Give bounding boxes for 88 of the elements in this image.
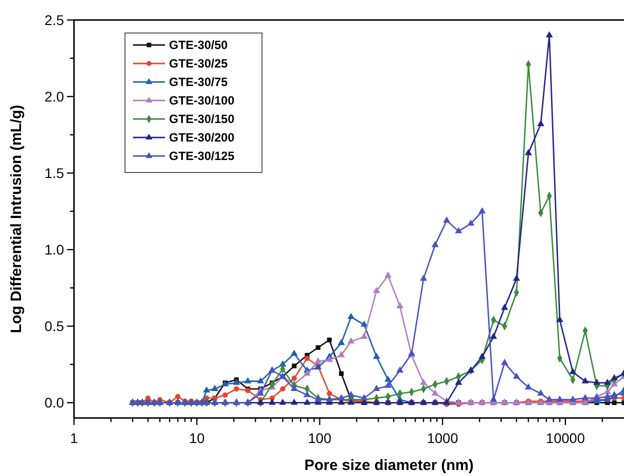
point	[420, 274, 428, 281]
point	[280, 386, 286, 392]
point	[372, 352, 380, 359]
point	[256, 389, 264, 396]
point	[512, 372, 520, 379]
point	[372, 286, 380, 294]
point	[338, 338, 345, 346]
point	[234, 386, 240, 392]
point	[443, 216, 450, 223]
point	[338, 394, 345, 400]
point	[232, 378, 240, 385]
y-tick-label: 1.0	[44, 242, 64, 258]
legend-label: GTE-30/125	[169, 149, 235, 164]
point	[512, 274, 520, 281]
point	[454, 227, 462, 234]
point	[326, 356, 333, 362]
x-tick-label: 10	[189, 430, 205, 446]
point	[546, 396, 553, 402]
point	[582, 394, 589, 400]
point	[396, 302, 404, 308]
point	[290, 398, 298, 405]
point	[384, 272, 392, 278]
point	[604, 378, 612, 385]
point	[490, 332, 498, 339]
point	[420, 378, 428, 385]
point	[384, 376, 392, 382]
point	[569, 396, 576, 402]
point	[467, 219, 474, 226]
point	[211, 384, 218, 391]
point	[256, 398, 264, 405]
y-tick-label: 1.5	[44, 164, 64, 181]
point	[290, 384, 298, 391]
x-tick-label: 1	[70, 430, 78, 446]
y-tick-label: 2.5	[44, 12, 64, 28]
point	[478, 352, 486, 359]
point	[478, 207, 486, 214]
legend-label: GTE-30/200	[169, 130, 235, 145]
point	[432, 389, 439, 396]
legend-label: GTE-30/50	[169, 38, 228, 52]
point	[279, 360, 286, 366]
point	[304, 356, 310, 361]
point	[304, 390, 311, 398]
point	[327, 338, 332, 342]
y-tick-label: 0.0	[44, 394, 64, 411]
point	[454, 378, 462, 385]
point	[256, 377, 264, 384]
point	[292, 376, 297, 381]
point	[582, 377, 589, 384]
point	[360, 332, 368, 339]
point	[569, 368, 576, 374]
y-tick-label: 2.0	[44, 88, 64, 104]
point	[524, 383, 532, 390]
point	[546, 31, 553, 38]
point	[501, 304, 508, 310]
point	[244, 377, 252, 384]
legend-label: GTE-30/150	[169, 112, 235, 126]
point	[222, 392, 228, 398]
point	[338, 351, 345, 358]
point	[604, 392, 612, 399]
point	[279, 398, 286, 405]
point	[524, 149, 532, 156]
point	[326, 390, 332, 396]
point	[316, 345, 320, 350]
x-tick-label: 10000	[546, 430, 586, 446]
legend-label: GTE-30/75	[169, 75, 228, 90]
point	[304, 398, 311, 405]
y-axis-title: Log Differential Intrusion (mL/g)	[8, 104, 25, 334]
legend-label: GTE-30/100	[169, 94, 235, 108]
point	[372, 384, 380, 391]
point	[490, 396, 498, 402]
legend-label: GTE-30/25	[169, 56, 228, 71]
point	[268, 398, 276, 405]
point	[314, 357, 322, 364]
x-axis-title: Pore size diameter (nm)	[304, 457, 474, 474]
point	[304, 369, 311, 376]
y-tick-label: 0.5	[44, 318, 64, 334]
point	[338, 371, 344, 376]
point	[360, 394, 368, 400]
point	[360, 320, 368, 327]
x-tick-label: 100	[308, 430, 332, 446]
point	[396, 366, 404, 373]
point	[432, 240, 439, 248]
point	[292, 364, 297, 368]
x-tick-label: 1000	[426, 430, 458, 446]
point	[593, 378, 600, 385]
point	[290, 350, 298, 356]
point	[384, 382, 392, 388]
point	[501, 358, 508, 365]
